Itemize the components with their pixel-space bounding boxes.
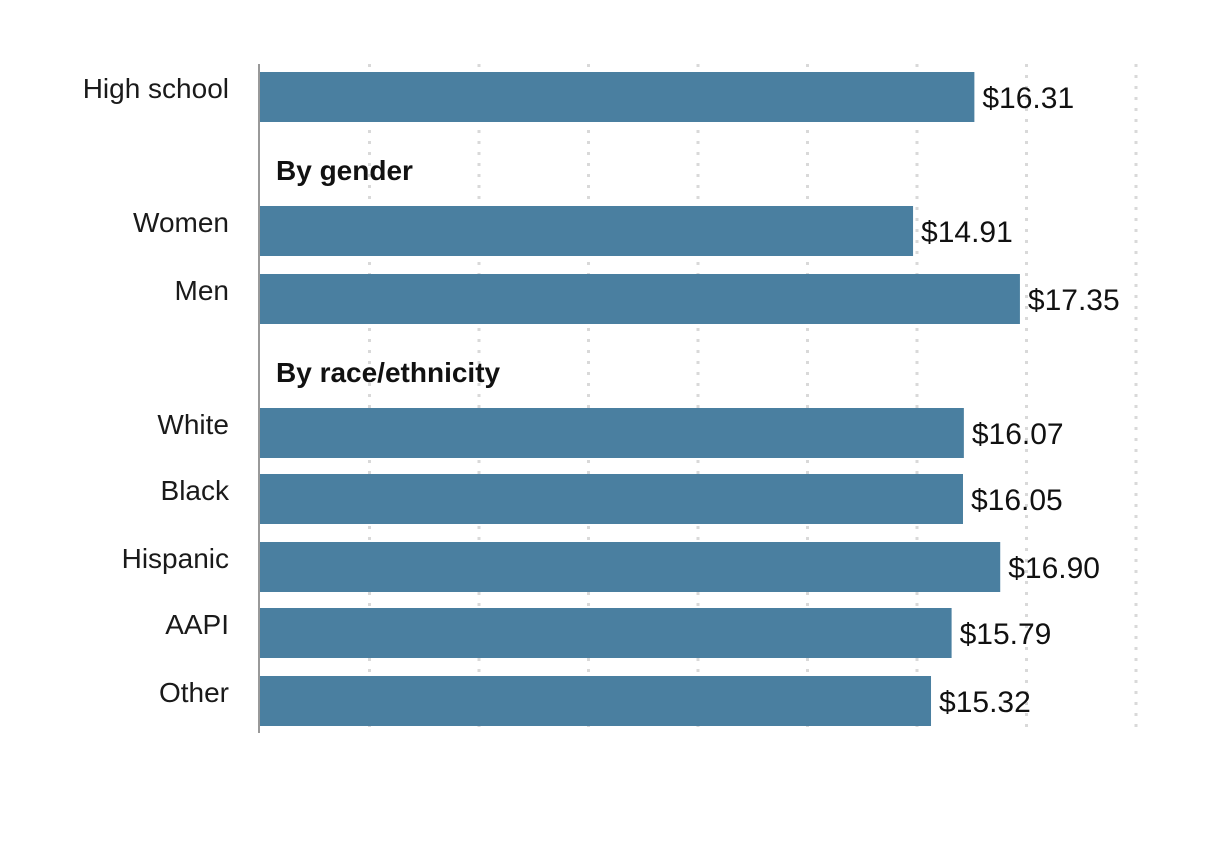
value-label: $15.79: [960, 618, 1052, 651]
bar: [260, 408, 964, 458]
category-label: Women: [133, 207, 229, 238]
value-label: $16.07: [972, 418, 1064, 451]
value-label: $16.90: [1008, 552, 1100, 585]
value-label: $16.05: [971, 484, 1063, 517]
category-label: Black: [161, 475, 230, 506]
value-label: $15.32: [939, 686, 1031, 719]
chart-rows: High school $16.31 By gender Women $14.91 Men…: [83, 72, 1120, 726]
bar: [260, 206, 914, 256]
category-label: Hispanic: [122, 543, 229, 574]
category-label: High school: [83, 73, 229, 104]
bar: [260, 542, 1001, 592]
bar: [260, 474, 963, 524]
bar: [260, 274, 1020, 324]
value-label: $17.35: [1028, 284, 1120, 317]
category-label: White: [157, 409, 229, 440]
category-label: Men: [175, 275, 229, 306]
bar: [260, 72, 975, 122]
value-label: $14.91: [921, 216, 1013, 249]
bar: [260, 608, 952, 658]
group-heading: By race/ethnicity: [276, 357, 501, 388]
value-label: $16.31: [982, 82, 1074, 115]
gridlines: [368, 64, 1138, 733]
category-label: Other: [159, 677, 229, 708]
group-heading: By gender: [276, 155, 413, 186]
bar: [260, 676, 932, 726]
category-label: AAPI: [165, 609, 229, 640]
